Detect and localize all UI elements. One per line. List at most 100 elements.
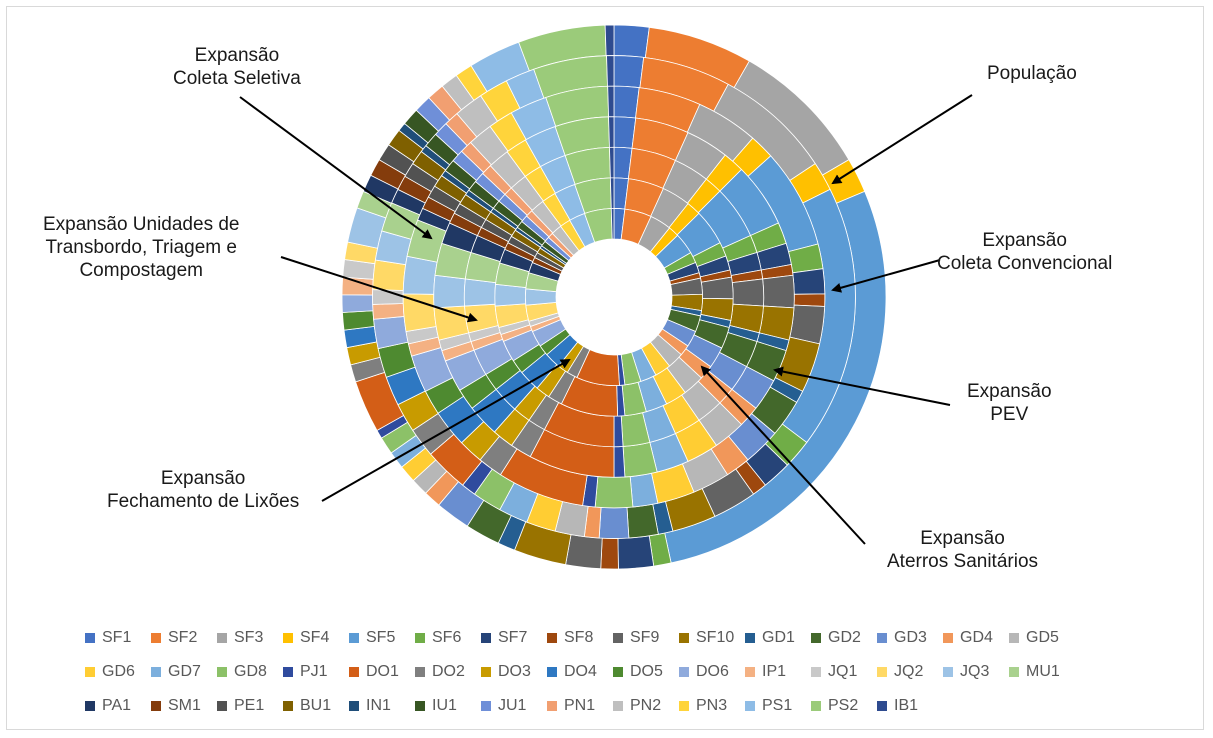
legend-label: DO2 <box>432 663 465 680</box>
legend-label: SF5 <box>366 629 396 646</box>
legend-label: IN1 <box>366 697 391 714</box>
legend-item-gd5: GD5 <box>1009 629 1075 647</box>
ring-segment-1-ib1 <box>604 24 615 57</box>
arrow-aterros <box>700 365 866 545</box>
ring-segment-3-sf8 <box>793 293 826 307</box>
legend-label: GD1 <box>762 629 795 646</box>
legend-label: PN1 <box>564 697 596 714</box>
legend-item-pe1: PE1 <box>217 697 283 715</box>
ring-segment-4-sf9 <box>762 274 795 309</box>
legend-item-pa1: PA1 <box>85 697 151 715</box>
legend-item-gd1: GD1 <box>745 629 811 647</box>
ring-segment-3-gd8 <box>594 476 634 509</box>
ring-segment-1-sf7 <box>617 535 655 570</box>
legend-label: SF10 <box>696 629 735 646</box>
legend-swatch <box>877 667 887 677</box>
ring-segment-1-do6 <box>341 294 374 313</box>
legend-item-bu1: BU1 <box>283 697 349 715</box>
legend-label: GD7 <box>168 663 201 680</box>
legend-label: MU1 <box>1026 663 1060 680</box>
legend-item-gd3: GD3 <box>877 629 943 647</box>
doughnut-chart <box>239 24 973 570</box>
legend-item-iu1: IU1 <box>415 697 481 715</box>
legend-label: JQ1 <box>828 663 858 680</box>
legend-item-pn1: PN1 <box>547 697 613 715</box>
legend-swatch <box>745 633 755 643</box>
legend-item-do1: DO1 <box>349 663 415 681</box>
legend-item-sf1: SF1 <box>85 629 151 647</box>
ring-segment-6-jq3 <box>494 283 527 307</box>
legend-label: PS2 <box>828 697 859 714</box>
legend-label: SF9 <box>630 629 660 646</box>
ring-segment-4-pj1 <box>613 446 626 478</box>
legend-item-ib1: IB1 <box>877 697 943 715</box>
legend-item-do3: DO3 <box>481 663 547 681</box>
legend-swatch <box>811 701 821 711</box>
legend-row: PA1 SM1 PE1 BU1 IN1 IU1 JU1 PN1 PN2 PN3 PS1 PS2 IB1 <box>85 689 1175 723</box>
legend-label: GD3 <box>894 629 927 646</box>
legend-swatch <box>1009 667 1019 677</box>
legend-label: SF7 <box>498 629 528 646</box>
ring-segment-2-gd3 <box>598 507 630 539</box>
annotation-coleta-convencional: Expansão Coleta Convencional <box>937 230 1113 274</box>
legend-swatch <box>151 633 161 643</box>
legend-swatch <box>481 633 491 643</box>
legend-label: SF2 <box>168 629 198 646</box>
legend-item-sf6: SF6 <box>415 629 481 647</box>
legend-item-gd6: GD6 <box>85 663 151 681</box>
legend-item-gd7: GD7 <box>151 663 217 681</box>
arrow-coleta-convencional <box>831 259 941 293</box>
legend-item-pn3: PN3 <box>679 697 745 715</box>
legend-swatch <box>811 667 821 677</box>
legend-item-ju1: JU1 <box>481 697 547 715</box>
legend-swatch <box>283 667 293 677</box>
legend-swatch <box>679 701 689 711</box>
legend-swatch <box>415 633 425 643</box>
legend-item-gd8: GD8 <box>217 663 283 681</box>
legend-label: IP1 <box>762 663 787 680</box>
legend-label: GD5 <box>1026 629 1059 646</box>
legend-item-sf2: SF2 <box>151 629 217 647</box>
ring-segment-1-sf9 <box>565 534 603 570</box>
annotation-pev: Expansão PEV <box>967 381 1052 425</box>
ring-segment-5-ib1 <box>609 146 615 179</box>
legend-swatch <box>547 701 557 711</box>
arrow-lixoes <box>321 359 571 502</box>
legend-swatch <box>217 667 227 677</box>
legend-swatch <box>85 701 95 711</box>
ring-segment-3-ib1 <box>607 85 615 118</box>
legend-item-sf4: SF4 <box>283 629 349 647</box>
ring-segment-3-jq3 <box>402 255 438 295</box>
legend-swatch <box>943 667 953 677</box>
legend-swatch <box>745 667 755 677</box>
annotation-transbordo: Expansão Unidades de Transbordo, Triagem… <box>43 214 240 281</box>
legend-swatch <box>151 701 161 711</box>
legend-swatch <box>217 633 227 643</box>
ring-segment-4-jq3 <box>433 274 466 309</box>
legend-swatch <box>217 701 227 711</box>
legend-label: PA1 <box>102 697 132 714</box>
legend-swatch <box>613 701 623 711</box>
legend-label: BU1 <box>300 697 332 714</box>
legend-item-mu1: MU1 <box>1009 663 1075 681</box>
legend-item-pj1: PJ1 <box>283 663 349 681</box>
legend-item-ip1: IP1 <box>745 663 811 681</box>
legend-swatch <box>283 701 293 711</box>
legend-swatch <box>283 633 293 643</box>
ring-segment-6-ib1 <box>609 177 615 209</box>
legend-item-sf8: SF8 <box>547 629 613 647</box>
legend-label: SF8 <box>564 629 594 646</box>
ring-segment-1-sf1 <box>613 24 650 59</box>
ring-segment-2-sf1 <box>613 55 645 89</box>
legend-label: PJ1 <box>300 663 328 680</box>
legend-label: IB1 <box>894 697 919 714</box>
arrow-transbordo <box>280 256 478 323</box>
legend-swatch <box>547 667 557 677</box>
legend-item-in1: IN1 <box>349 697 415 715</box>
legend-swatch <box>679 633 689 643</box>
legend-label: JU1 <box>498 697 527 714</box>
legend-label: SF4 <box>300 629 330 646</box>
legend-swatch <box>877 633 887 643</box>
legend-label: GD6 <box>102 663 135 680</box>
legend-row: GD6 GD7 GD8 PJ1 DO1 DO2 DO3 DO4 DO5 DO6 IP1 JQ1 JQ2 J… <box>85 655 1175 689</box>
